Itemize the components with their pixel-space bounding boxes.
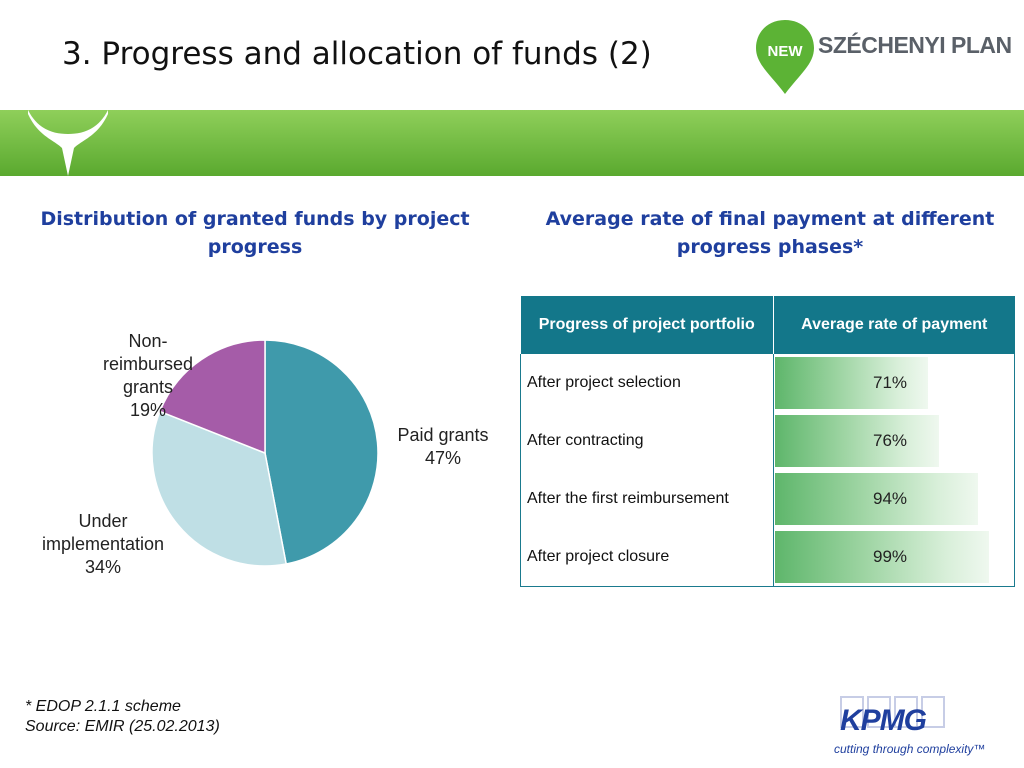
footnote: * EDOP 2.1.1 scheme Source: EMIR (25.02.… (25, 697, 220, 737)
rate-cell: 76% (773, 412, 1015, 470)
rate-cell: 94% (773, 470, 1015, 528)
column-header-rate: Average rate of payment (773, 296, 1015, 354)
table-title: Average rate of final payment at differe… (545, 208, 995, 258)
table-row: After project closure 99% (520, 528, 1015, 587)
pie-label-under-implementation: Under implementation 34% (18, 510, 188, 579)
rate-value: 76% (873, 431, 908, 450)
footnote-scheme: * EDOP 2.1.1 scheme (25, 698, 181, 715)
pie-slice-under-implementation (151, 410, 288, 567)
new-szechenyi-plan-logo: NEW (756, 20, 814, 94)
pie-label-value: 34% (84, 557, 122, 577)
phase-cell: After project closure (520, 528, 774, 587)
phase-cell: After the first reimbursement (520, 470, 774, 528)
logo-badge: NEW (768, 43, 804, 60)
phase-cell: After contracting (520, 412, 774, 470)
pie-label-value: 19% (129, 400, 167, 420)
kpmg-logo: KPMG cutting through complexity™ (832, 696, 985, 756)
logo-text: SZÉCHENYI PLAN (818, 32, 1012, 58)
table-row: After contracting 76% (520, 412, 1015, 470)
pie-chart-title: Distribution of granted funds by project… (40, 208, 470, 258)
footnote-source: Source: EMIR (25.02.2013) (25, 718, 220, 735)
pie-chart (151, 339, 379, 567)
rate-bar (775, 357, 929, 409)
pie-slice-paid-grants (264, 339, 379, 565)
slide-title: 3. Progress and allocation of funds (2) (62, 36, 652, 72)
rate-bar (775, 415, 940, 467)
pie-label-text: Paid grants (397, 425, 489, 445)
rate-bar (775, 531, 989, 583)
kpmg-boxes-icon (840, 696, 945, 728)
rate-value: 94% (873, 489, 908, 508)
pie-label-value: 47% (424, 448, 462, 468)
phase-cell: After project selection (520, 354, 774, 412)
payment-rate-table: Progress of project portfolio Average ra… (520, 296, 1015, 587)
kpmg-tagline: cutting through complexity™ (834, 742, 986, 756)
green-header-band (0, 110, 1024, 176)
pie-label-paid-grants: Paid grants 47% (384, 424, 502, 470)
pie-label-text: Non-reimbursed grants (102, 331, 194, 397)
table-row: After project selection 71% (520, 354, 1015, 412)
rate-value: 71% (873, 373, 908, 392)
pie-slice-non-reimbursed-grants (158, 339, 266, 455)
pie-label-non-reimbursed: Non-reimbursed grants 19% (48, 330, 248, 422)
rate-cell: 71% (773, 354, 1015, 412)
pie-label-text: Under implementation (41, 511, 165, 554)
pin-decoration-icon (28, 110, 108, 176)
rate-cell: 99% (773, 528, 1015, 587)
table-row: After the first reimbursement 94% (520, 470, 1015, 528)
kpmg-wordmark: KPMG (840, 704, 927, 737)
rate-value: 99% (873, 547, 908, 566)
rate-bar (775, 473, 979, 525)
column-header-progress: Progress of project portfolio (520, 296, 774, 354)
